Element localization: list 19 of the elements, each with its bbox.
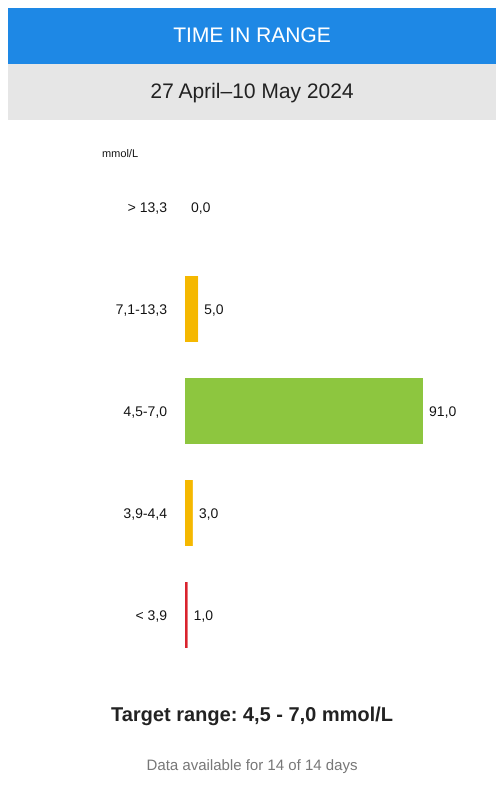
data-label: 1,0 bbox=[194, 607, 214, 623]
y-tick-label: 4,5-7,0 bbox=[123, 402, 168, 419]
bar bbox=[185, 276, 198, 342]
y-axis-title: mmol/L bbox=[102, 148, 138, 160]
y-tick-label: 7,1-13,3 bbox=[116, 300, 168, 317]
text: Target range: 4,5 - 7,0 mmol/L bbox=[110, 704, 394, 727]
text: Data available for 14 of 14 days bbox=[146, 757, 358, 774]
y-tick-label: > 13,3 bbox=[128, 198, 168, 215]
bar bbox=[185, 582, 188, 648]
y-tick-label: < 3,9 bbox=[135, 606, 168, 623]
data-label: 5,0 bbox=[204, 301, 224, 317]
bar bbox=[185, 480, 193, 546]
bar bbox=[185, 378, 423, 444]
data-label: 3,0 bbox=[198, 505, 219, 521]
chart-subtitle: 27 April–10 May 2024 bbox=[8, 64, 496, 120]
data-label: 91,0 bbox=[429, 403, 456, 419]
data-label: 0,0 bbox=[191, 199, 211, 215]
y-tick-label: 3,9-4,4 bbox=[123, 504, 168, 521]
chart-title: TIME IN RANGE bbox=[8, 8, 496, 64]
